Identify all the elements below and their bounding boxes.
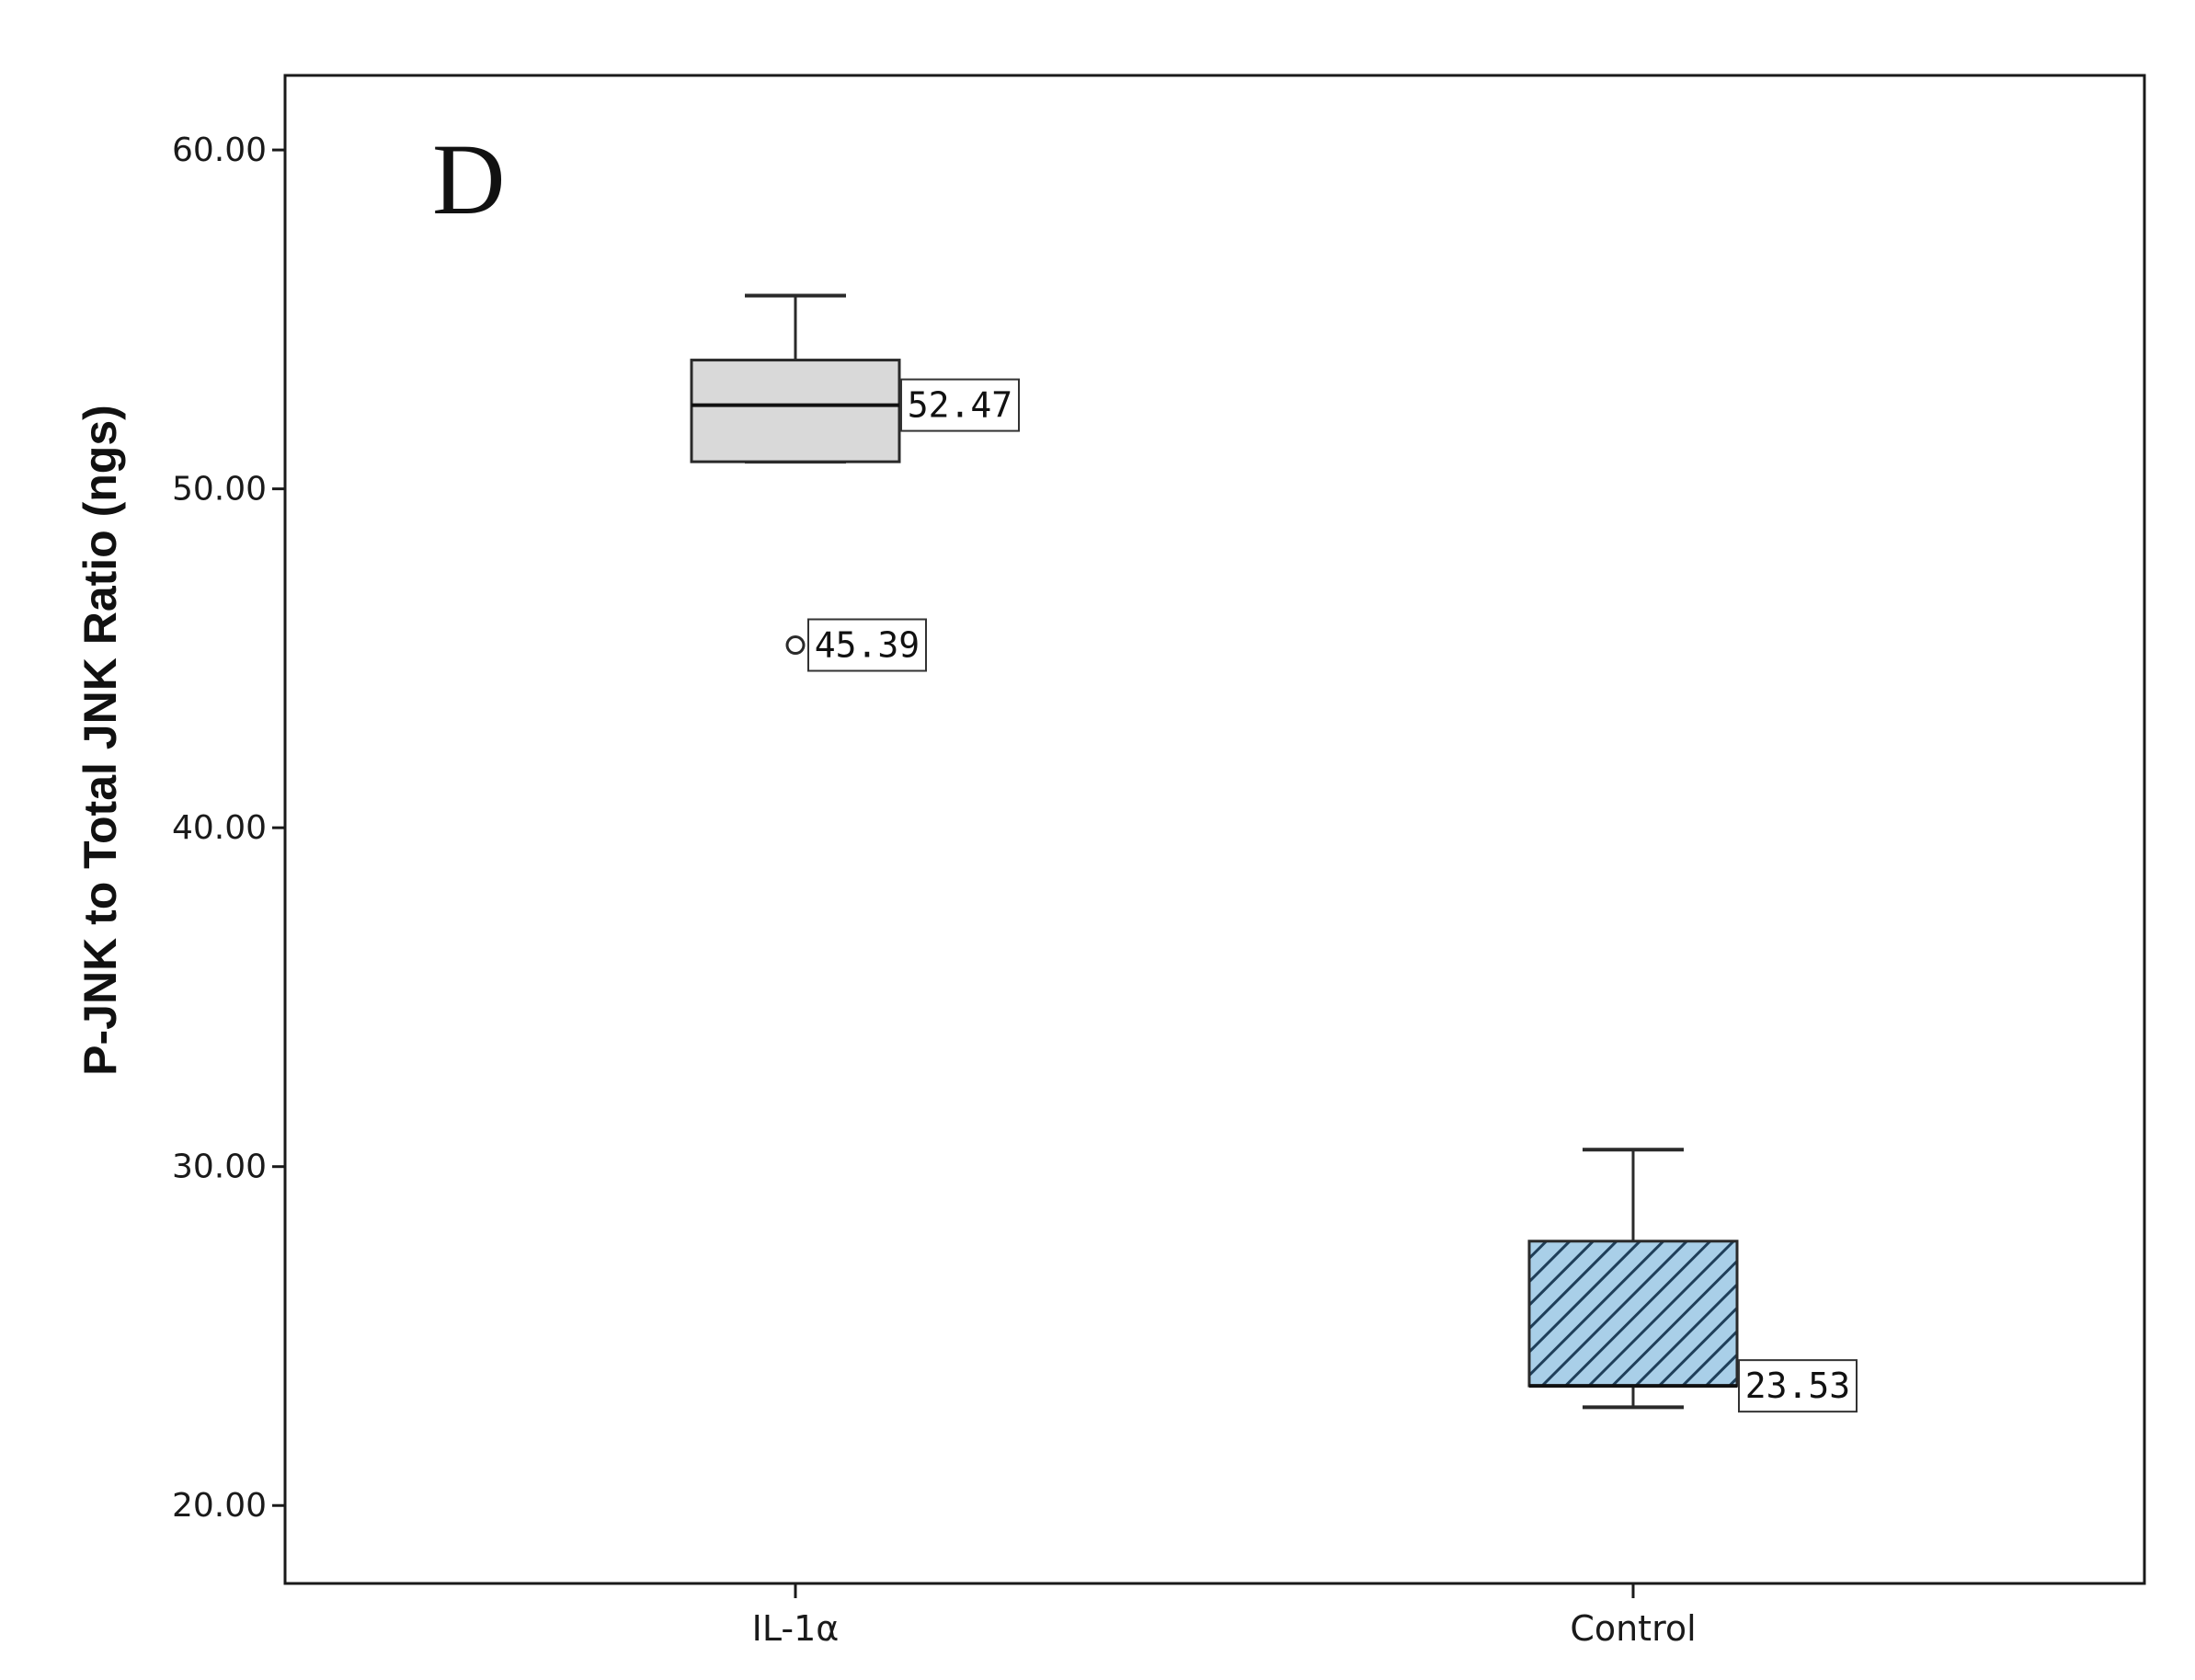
plot-frame [283,74,2146,1585]
data-label-box [807,618,927,672]
box-body [1527,1240,1739,1388]
data-labels-layer: 52.47 45.39 23.53 [807,378,1858,1413]
y-tick-label: 20.00 [172,1487,267,1525]
x-category-label: Control [1570,1608,1696,1649]
outlier-point [785,635,806,656]
panel-label: D [432,123,505,235]
y-tick-label: 30.00 [172,1149,267,1186]
data-label: 45.39 [807,618,927,672]
box-body [690,359,901,463]
y-axis: 20.00 30.00 40.00 50.00 60.00 [172,131,285,1525]
x-category-label: IL-1α [752,1608,840,1649]
data-label-text: 23.53 [1745,1366,1850,1406]
boxes-layer [690,293,1739,1410]
y-tick-label: 50.00 [172,471,267,509]
box-il-1a [690,293,901,656]
data-label-text: 45.39 [815,625,920,666]
data-label-text: 52.47 [908,385,1012,426]
y-tick-label: 60.00 [172,131,267,169]
y-axis-title: P-JNK to Total JNK Ratio (ngs) [74,405,126,1076]
x-axis: IL-1α Control [752,1583,1697,1649]
box-control [1527,1148,1739,1410]
y-tick-label: 40.00 [172,809,267,847]
data-label: 52.47 [900,378,1020,432]
data-label-box [1738,1359,1858,1413]
data-label: 23.53 [1738,1359,1858,1413]
data-label-box [900,378,1020,432]
